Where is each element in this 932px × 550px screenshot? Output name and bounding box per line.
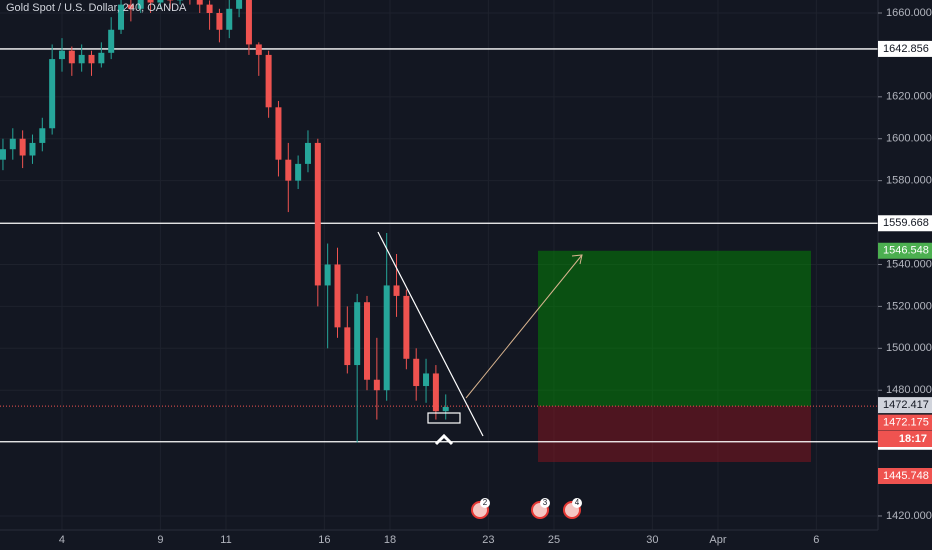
arrow-head xyxy=(571,254,583,265)
candle-body xyxy=(403,295,410,359)
candle-body xyxy=(9,138,16,150)
loss-zone xyxy=(538,406,811,462)
candle-body xyxy=(39,128,46,143)
candle-body xyxy=(373,379,380,391)
candle-body xyxy=(393,285,400,296)
candle-body xyxy=(423,373,430,387)
price-label-bg xyxy=(878,40,932,57)
price-label: 1472.175 xyxy=(883,417,929,429)
candle-body xyxy=(344,327,351,366)
price-label: 1546.548 xyxy=(883,245,929,257)
profit-zone xyxy=(538,250,811,407)
candle-body xyxy=(127,4,134,9)
overlay xyxy=(377,231,583,446)
candle-body xyxy=(196,0,203,5)
event-count: 3 xyxy=(543,498,548,507)
candle-body xyxy=(314,142,321,286)
candle-body xyxy=(304,142,311,164)
candle-body xyxy=(255,44,262,55)
price-label-bg xyxy=(878,242,932,259)
y-tick-label: 1620.000 xyxy=(886,91,932,103)
candle-body xyxy=(206,4,213,13)
candle-body xyxy=(68,50,75,64)
price-label-bg xyxy=(878,215,932,232)
trend-line[interactable] xyxy=(377,231,484,437)
candle-body xyxy=(108,29,115,53)
candle-body xyxy=(432,373,439,412)
candle-body xyxy=(236,0,243,9)
candle-body xyxy=(58,50,65,60)
candle-body xyxy=(442,406,449,412)
chart-title: Gold Spot / U.S. Dollar, 240, OANDA xyxy=(6,2,187,14)
plot-area xyxy=(0,0,878,530)
candle-body xyxy=(0,149,6,160)
x-tick-label: 11 xyxy=(220,534,231,546)
candle-body xyxy=(413,358,420,387)
event-count: 2 xyxy=(483,498,488,507)
candle-body xyxy=(265,54,272,108)
y-tick-label: 1660.000 xyxy=(886,7,932,19)
x-tick-label: 23 xyxy=(482,534,494,546)
candle-body xyxy=(275,107,282,160)
price-label: 1642.856 xyxy=(883,43,929,55)
price-label-bg xyxy=(878,414,932,431)
candle-body xyxy=(354,302,361,366)
projection-arrow[interactable] xyxy=(465,254,583,399)
y-tick-label: 1420.000 xyxy=(886,510,932,522)
x-tick-label: 30 xyxy=(646,534,658,546)
candle-body xyxy=(216,12,223,30)
candle-body xyxy=(49,59,56,129)
candle-body xyxy=(245,0,252,45)
candle-body xyxy=(137,0,144,9)
event-badge xyxy=(480,498,490,508)
candle-body xyxy=(157,0,164,3)
candle-body xyxy=(98,52,105,64)
price-label-bg xyxy=(878,397,932,414)
x-tick-label: 6 xyxy=(813,534,819,546)
candle-body xyxy=(334,264,341,328)
price-label-bg xyxy=(878,467,932,484)
candle-body xyxy=(118,4,125,30)
countdown: 18:17 xyxy=(899,433,927,445)
x-tick-label: 25 xyxy=(548,534,560,546)
y-tick-label: 1480.000 xyxy=(886,384,932,396)
x-tick-label: 18 xyxy=(384,534,396,546)
candle-body xyxy=(147,0,154,3)
price-label: 1559.668 xyxy=(883,217,929,229)
candle-body xyxy=(324,264,331,286)
y-tick-label: 1540.000 xyxy=(886,258,932,270)
y-tick-label: 1520.000 xyxy=(886,300,932,312)
candle-body xyxy=(285,159,292,181)
price-label: 1472.417 xyxy=(883,399,929,411)
candle-body xyxy=(295,163,302,181)
y-tick-label: 1600.000 xyxy=(886,133,932,145)
x-tick-label: Apr xyxy=(709,534,726,546)
x-tick-label: 9 xyxy=(157,534,163,546)
candle-body xyxy=(383,285,390,391)
candle-body xyxy=(364,302,371,380)
y-tick-label: 1500.000 xyxy=(886,342,932,354)
candle-body xyxy=(226,8,233,30)
x-tick-label: 16 xyxy=(318,534,330,546)
event-count: 4 xyxy=(575,498,580,507)
event-badge xyxy=(572,498,582,508)
y-tick-label: 1580.000 xyxy=(886,175,932,187)
candle-body xyxy=(78,54,85,64)
candle-body xyxy=(19,138,26,156)
event-badge xyxy=(540,498,550,508)
chevron xyxy=(434,433,454,446)
x-tick-label: 4 xyxy=(59,534,65,546)
countdown-bg xyxy=(878,431,932,447)
candle-body xyxy=(88,54,95,64)
price-label: 1445.748 xyxy=(883,470,929,482)
pattern-box[interactable] xyxy=(427,412,461,424)
candle-body xyxy=(29,142,36,156)
